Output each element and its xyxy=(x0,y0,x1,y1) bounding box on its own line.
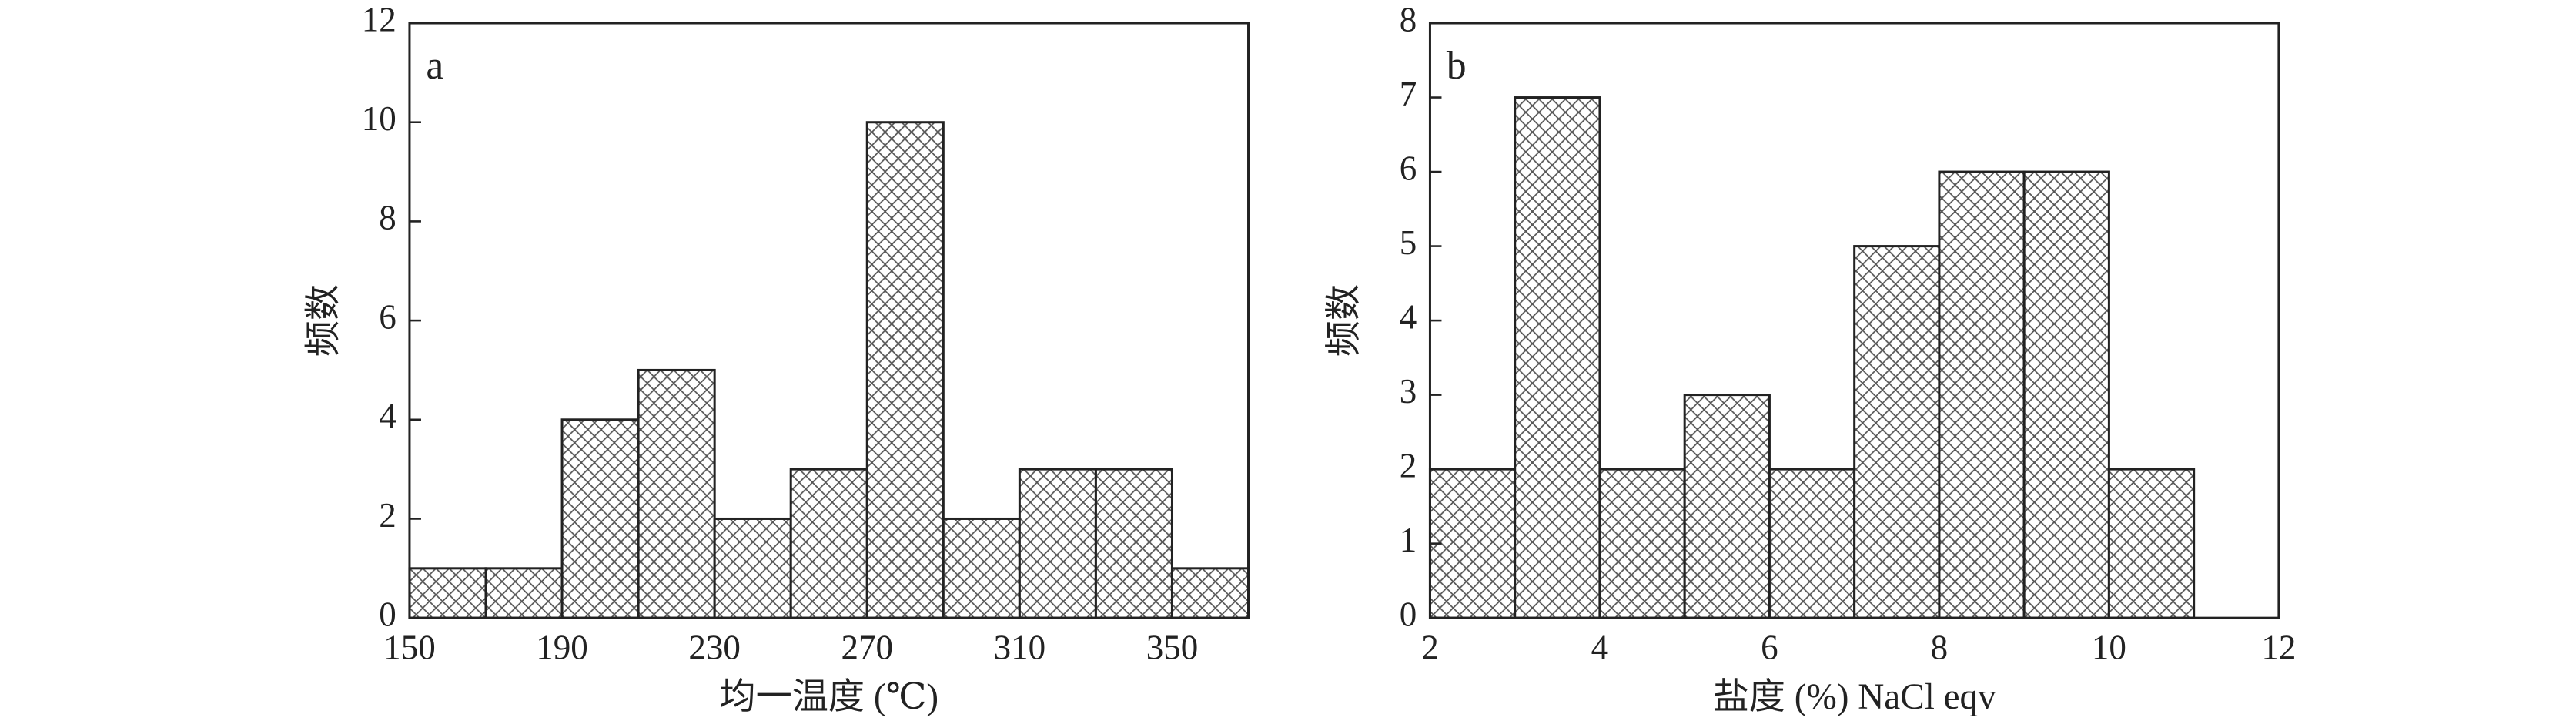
y-tick-label: 4 xyxy=(379,397,396,435)
y-tick-label: 4 xyxy=(1400,297,1417,336)
x-tick-label: 4 xyxy=(1591,628,1609,666)
y-axis-label: 频数 xyxy=(304,284,344,357)
bar xyxy=(1514,96,1601,619)
bar xyxy=(865,121,945,619)
x-tick-label: 190 xyxy=(536,628,588,666)
y-tick-label: 12 xyxy=(362,0,396,39)
bar xyxy=(1170,567,1250,619)
bar xyxy=(484,567,564,619)
x-tick-label: 12 xyxy=(2261,628,2296,666)
bar xyxy=(1598,468,1686,619)
y-tick-label: 2 xyxy=(1400,446,1417,485)
bar xyxy=(2022,170,2110,619)
bar xyxy=(1938,170,2026,619)
x-tick-label: 2 xyxy=(1421,628,1439,666)
bar xyxy=(789,468,868,619)
bar xyxy=(1094,468,1173,619)
y-tick-label: 6 xyxy=(1400,149,1417,187)
y-axis-label: 频数 xyxy=(1324,284,1364,357)
y-tick-label: 7 xyxy=(1400,75,1417,113)
x-tick-label: 150 xyxy=(383,628,436,666)
y-tick-label: 8 xyxy=(379,199,396,237)
bar xyxy=(713,517,792,619)
bar xyxy=(1853,245,1941,619)
x-tick-label: 350 xyxy=(1146,628,1199,666)
bar xyxy=(408,567,487,619)
y-tick-label: 5 xyxy=(1400,223,1417,262)
x-tick-label: 310 xyxy=(994,628,1046,666)
x-tick-label: 230 xyxy=(688,628,741,666)
x-tick-label: 8 xyxy=(1931,628,1949,666)
x-tick-label: 270 xyxy=(841,628,893,666)
x-axis-label: 均一温度 (℃) xyxy=(719,677,938,717)
bar xyxy=(942,517,1021,619)
bar xyxy=(560,418,640,619)
y-tick-label: 0 xyxy=(379,595,396,634)
bar xyxy=(637,368,716,619)
x-tick-label: 10 xyxy=(2092,628,2126,666)
y-tick-label: 10 xyxy=(362,99,396,138)
y-tick-label: 1 xyxy=(1400,521,1417,559)
panel-label: a xyxy=(426,44,443,88)
bar xyxy=(1768,468,1856,619)
panel-label: b xyxy=(1447,44,1467,88)
y-tick-label: 8 xyxy=(1400,0,1417,39)
bar xyxy=(1428,468,1517,619)
x-tick-label: 6 xyxy=(1761,628,1778,666)
bar xyxy=(2107,468,2196,619)
y-tick-label: 2 xyxy=(379,496,396,535)
bar xyxy=(1018,468,1097,619)
y-tick-label: 0 xyxy=(1400,595,1417,634)
y-tick-label: 6 xyxy=(379,297,396,336)
x-axis-label: 盐度 (%) NaCl eqv xyxy=(1713,677,1997,717)
bar xyxy=(1683,394,1771,619)
y-tick-label: 3 xyxy=(1400,372,1417,411)
